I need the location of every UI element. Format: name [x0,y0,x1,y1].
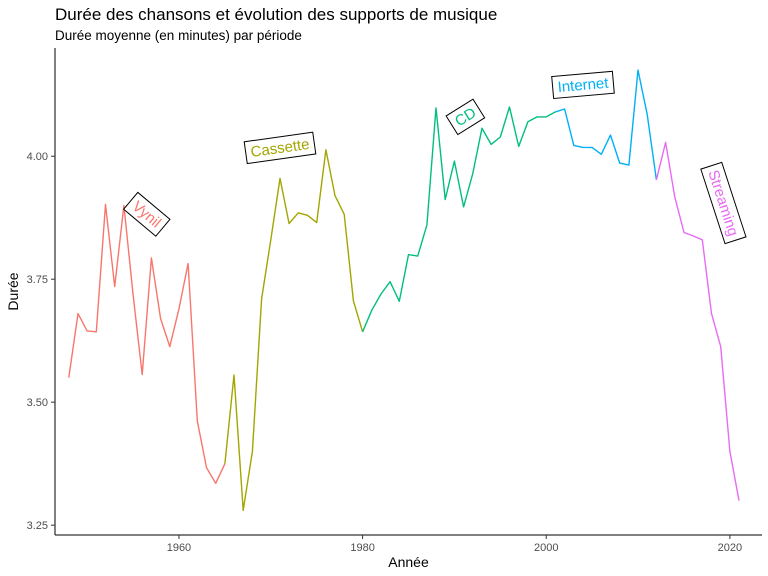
series-line-vynil [68,203,226,484]
series-line-streaming [655,141,740,501]
annotation-label-streaming: Streaming [704,168,741,238]
annotation-box-streaming [700,161,747,245]
y-tick-label: 3.25 [27,520,48,532]
x-tick-label: 1960 [167,542,191,554]
annotation-box-internet [551,70,615,100]
chart-title: Durée des chansons et évolution des supp… [55,5,498,24]
annotation-box-cassette [243,131,317,165]
axes: 1960 1980 2000 2020 3.25 3.50 3.75 4.00 [27,48,762,554]
annotation-box-vynil [122,191,171,237]
series-line-cassette [224,149,364,512]
series-line-internet [555,69,658,180]
annotation-box-cd [445,98,486,136]
annotation-internet: Internet [551,70,615,100]
annotation-cd: CD [445,98,486,136]
annotation-vynil: Vynil [122,191,171,237]
y-tick-label: 3.50 [27,397,48,409]
annotation-streaming: Streaming [700,161,747,245]
y-axis-title: Durée [5,272,21,310]
x-tick-label: 1980 [350,542,374,554]
annotation-label-internet: Internet [557,75,610,96]
annotations-layer: Vynil Cassette CD Internet Streaming [122,70,747,245]
chart-subtitle: Durée moyenne (en minutes) par période [55,28,302,43]
series-line-cd [361,106,556,333]
y-tick-label: 3.75 [27,274,48,286]
series-layer [68,69,740,512]
x-axis-title: Année [388,554,429,570]
annotation-cassette: Cassette [243,131,317,165]
x-tick-label: 2000 [534,542,558,554]
axis-titles: Année Durée [5,272,429,570]
y-tick-label: 4.00 [27,151,48,163]
x-tick-label: 2020 [718,542,742,554]
